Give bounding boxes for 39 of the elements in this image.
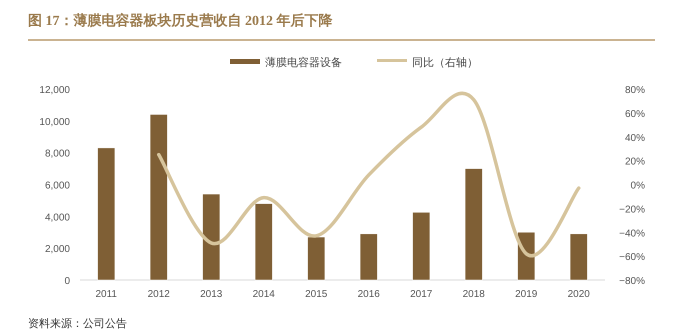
y2-tick-label: 0% (630, 180, 646, 192)
y-tick-label: 8,000 (44, 148, 70, 160)
bar (570, 234, 588, 280)
y2-tick-label: −60% (619, 252, 646, 264)
bar (150, 114, 168, 280)
y2-tick-label: 40% (624, 132, 646, 144)
bar (97, 148, 116, 280)
text: 资料来源：公司公告 (28, 317, 127, 330)
y2-tick-label: −80% (619, 276, 646, 287)
chart-title: 图 17：薄膜电容器板块历史营收自 2012 年后下降 (28, 12, 334, 29)
bar (202, 194, 220, 280)
x-tick-label: 2020 (568, 289, 590, 300)
x-tick-label: 2015 (305, 289, 328, 300)
x-tick-label: 2017 (410, 289, 433, 300)
bar (412, 212, 430, 280)
y2-tick-label: −40% (619, 228, 646, 240)
y2-tick-label: −20% (619, 204, 646, 216)
y-tick-label: 4,000 (44, 212, 70, 224)
y-tick-label: 2,000 (44, 244, 70, 256)
bar (464, 168, 483, 280)
y2-tick-label: 60% (624, 108, 646, 120)
y-tick-label: 6,000 (44, 180, 70, 192)
y-tick-label: 12,000 (39, 85, 70, 96)
x-tick-label: 2014 (252, 289, 276, 300)
bar (307, 236, 326, 280)
x-tick-label: 2018 (462, 289, 486, 300)
bar (254, 203, 273, 280)
legend-label: 薄膜电容器设备 (265, 56, 342, 69)
legend-label: 同比（右轴） (412, 56, 478, 69)
x-tick-label: 2019 (515, 289, 538, 300)
bar (360, 234, 378, 280)
y2-tick-label: 80% (624, 85, 646, 96)
x-tick-label: 2011 (95, 289, 118, 300)
x-tick-label: 2012 (148, 289, 170, 300)
y2-tick-label: 20% (624, 156, 646, 168)
y-tick-label: 0 (64, 276, 70, 287)
y-tick-label: 10,000 (39, 116, 70, 128)
x-tick-label: 2013 (200, 289, 223, 300)
x-tick-label: 2016 (358, 289, 380, 300)
